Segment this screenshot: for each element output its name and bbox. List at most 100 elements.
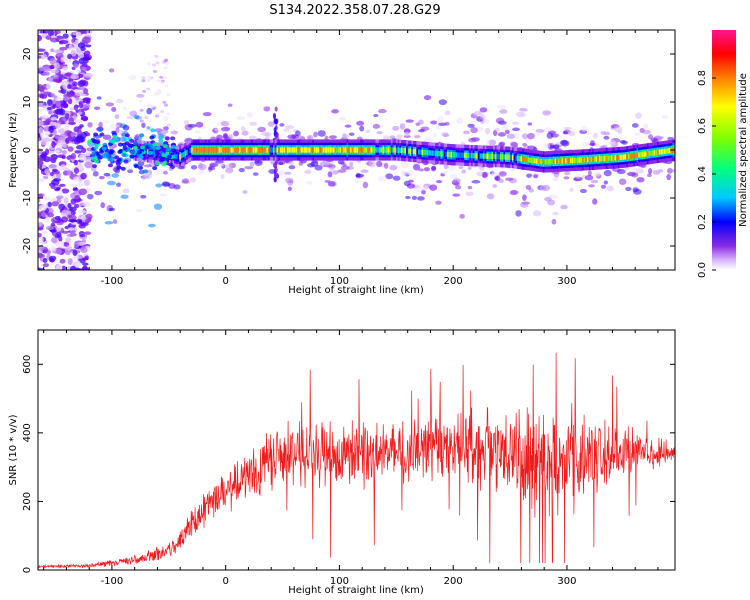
spectrogram-ridge bbox=[529, 157, 533, 163]
spectrogram-ridge bbox=[375, 147, 379, 153]
spectrogram-cell bbox=[666, 173, 672, 181]
spectrogram-cell bbox=[38, 164, 43, 169]
y-tick-label: 400 bbox=[22, 423, 33, 442]
spectrogram-cell bbox=[158, 135, 164, 140]
spectrogram-cell bbox=[93, 106, 101, 110]
spectrogram-cell bbox=[51, 140, 56, 148]
spectrogram-cell bbox=[70, 73, 76, 79]
spectrogram-ridge bbox=[262, 147, 267, 153]
spectrogram-cell bbox=[126, 115, 135, 120]
spectrogram-cell bbox=[533, 174, 539, 179]
spectrogram-cell bbox=[108, 68, 115, 73]
spectrogram-cell bbox=[447, 165, 457, 171]
spectrogram-cell bbox=[160, 157, 166, 162]
snr-marks bbox=[38, 352, 675, 569]
spectrogram-cell bbox=[411, 195, 417, 200]
spectrogram-cell bbox=[38, 193, 44, 199]
spectrogram-ridge bbox=[442, 151, 446, 157]
spectrogram-ridge bbox=[281, 147, 285, 153]
spectrogram-cell bbox=[590, 179, 599, 184]
spectrogram-cell bbox=[90, 156, 96, 161]
spectrogram-ridge bbox=[256, 147, 260, 153]
spectrogram-cell bbox=[78, 58, 85, 65]
spectrogram-cell bbox=[246, 112, 253, 118]
spectrogram-cell bbox=[138, 116, 143, 120]
spectrogram-ridge bbox=[252, 147, 256, 153]
spectrogram-cell bbox=[497, 104, 507, 110]
spectrogram-ridge bbox=[522, 156, 526, 162]
spectrogram-cell bbox=[198, 170, 205, 175]
spectrogram-cell bbox=[42, 263, 49, 268]
spectrogram-cell bbox=[631, 123, 639, 128]
spectrogram-cell bbox=[162, 144, 168, 149]
spectrogram-cell bbox=[257, 126, 267, 133]
spectrogram-cell bbox=[46, 82, 51, 90]
spectrogram-ridge bbox=[505, 154, 509, 160]
spectrogram-ridge bbox=[406, 148, 410, 154]
spectrogram-cell bbox=[45, 172, 50, 177]
spectrogram-ridge bbox=[467, 152, 471, 159]
x-tick-label: 300 bbox=[557, 276, 576, 287]
spectrogram-ridge bbox=[609, 155, 613, 161]
spectrogram-ridge bbox=[191, 147, 195, 153]
spectrogram-ridge bbox=[228, 147, 232, 153]
spectrogram-cell bbox=[78, 52, 85, 59]
spectrogram-cell bbox=[38, 157, 43, 162]
spectrogram-cell bbox=[81, 266, 90, 270]
spectrogram-cell bbox=[47, 212, 54, 218]
spectrogram-xlabel: Height of straight line (km) bbox=[288, 285, 424, 296]
spectrogram-cell bbox=[133, 164, 139, 169]
spectrogram-cell bbox=[412, 163, 421, 171]
spectrogram-cell bbox=[399, 123, 406, 130]
spectrogram-cell bbox=[61, 209, 69, 217]
spectrogram-cell bbox=[170, 130, 179, 135]
spectrogram-ridge bbox=[450, 152, 454, 158]
spectrogram-cell bbox=[137, 150, 143, 155]
spectrogram-cell bbox=[501, 124, 509, 131]
spectrogram-cell bbox=[532, 210, 542, 217]
spectrogram-ridge bbox=[278, 147, 282, 153]
spectrogram-ridge bbox=[373, 147, 377, 153]
spectrogram-cell bbox=[69, 265, 77, 270]
spectrogram-cell bbox=[525, 184, 532, 190]
spectrogram-ridge bbox=[344, 147, 348, 153]
spectrogram-ridge bbox=[576, 157, 581, 163]
spectrogram-cell bbox=[165, 62, 170, 66]
spectrogram-cell bbox=[552, 144, 560, 150]
spectrogram-ridge bbox=[658, 149, 662, 155]
spectrogram-cell bbox=[60, 164, 67, 171]
spectrogram-ridge bbox=[525, 156, 529, 163]
spectrogram-cell bbox=[39, 89, 45, 93]
spectrogram-cell bbox=[63, 197, 69, 204]
spectrogram-ridge bbox=[380, 147, 384, 153]
colorbar-tick-label: 0.6 bbox=[697, 118, 708, 134]
spectrogram-cell bbox=[306, 162, 316, 168]
spectrogram-cell bbox=[87, 121, 93, 128]
spectrogram-cell bbox=[151, 104, 156, 108]
spectrogram-cell bbox=[104, 220, 114, 225]
spectrogram-ridge bbox=[395, 147, 400, 153]
spectrogram-cell bbox=[115, 98, 124, 104]
spectrogram-ridge bbox=[476, 153, 480, 159]
spectrogram-cell bbox=[442, 133, 450, 137]
spectrogram-ridge bbox=[286, 147, 290, 153]
spectrogram-cell bbox=[103, 120, 110, 124]
spectrogram-cell bbox=[138, 99, 143, 103]
spectrogram-cell bbox=[164, 103, 169, 107]
spectrogram-cell bbox=[148, 223, 156, 228]
spectrogram-cell bbox=[275, 132, 279, 138]
spectrogram-ridge bbox=[368, 147, 372, 153]
spectrogram-cell bbox=[509, 190, 518, 196]
spectrogram-cell bbox=[514, 133, 520, 139]
spectrogram-cell bbox=[55, 248, 63, 255]
spectrogram-ridge bbox=[662, 148, 666, 155]
spectrogram-cell bbox=[436, 180, 443, 184]
spectrogram-cell bbox=[154, 54, 159, 58]
spectrogram-cell bbox=[403, 171, 408, 176]
spectrogram-cell bbox=[68, 219, 78, 223]
spectrogram-cell bbox=[209, 162, 219, 168]
spectrogram-ridge bbox=[404, 148, 408, 154]
spectrogram-cell bbox=[115, 162, 121, 167]
spectrogram-cell bbox=[171, 148, 177, 153]
spectrogram-cell bbox=[70, 49, 77, 57]
